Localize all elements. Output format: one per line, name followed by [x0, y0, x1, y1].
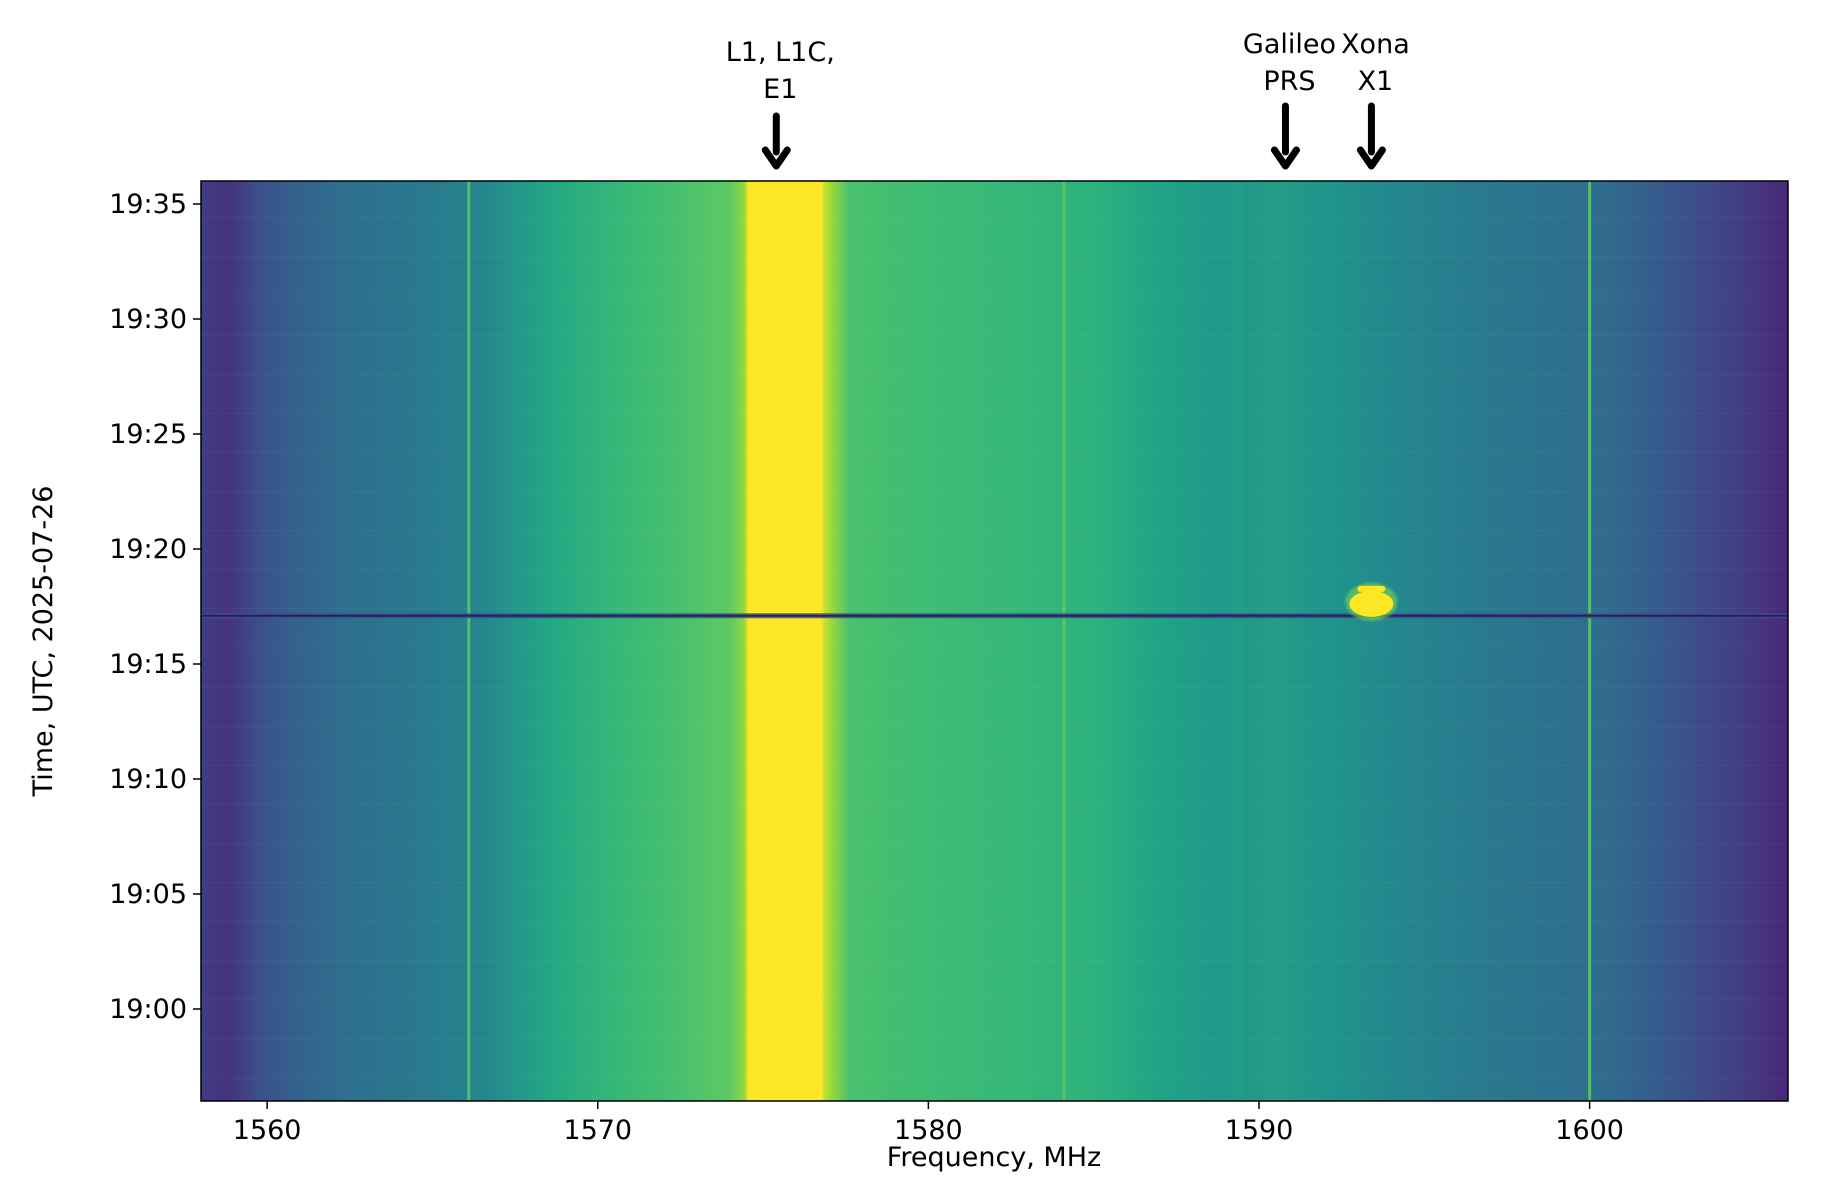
- x-tick-label: 1590: [1225, 1115, 1294, 1146]
- x-tick-label: 1580: [894, 1115, 963, 1146]
- annotation-text: X1: [1358, 66, 1394, 97]
- x-tick-label: 1600: [1555, 1115, 1624, 1146]
- x-tick-label: 1560: [233, 1115, 302, 1146]
- band-1: [1242, 181, 1326, 1101]
- annotation-text: PRS: [1263, 66, 1315, 97]
- annotation-arrow-head: [1356, 146, 1386, 170]
- annotation-text: Galileo: [1243, 29, 1336, 60]
- y-tick-label: 19:35: [109, 189, 187, 220]
- y-tick-label: 19:10: [109, 764, 187, 795]
- y-tick-label: 19:05: [109, 879, 187, 910]
- y-tick-label: 19:20: [109, 534, 187, 565]
- band-0: [746, 181, 823, 1101]
- annotation-arrow-head: [1270, 146, 1300, 170]
- plot-frame: [200, 180, 1789, 1102]
- annotation-0: L1, L1C, E1: [726, 37, 835, 170]
- signal-annotations: L1, L1C, E1 Galileo PRS Xona X1: [726, 29, 1410, 170]
- x-axis-label: Frequency, MHz: [887, 1142, 1101, 1173]
- y-tick-label: 19:25: [109, 419, 187, 450]
- y-tick-label: 19:30: [109, 304, 187, 335]
- x-tick-label: 1570: [563, 1115, 632, 1146]
- annotation-text: Xona: [1341, 29, 1410, 60]
- spectrum-background: [201, 181, 1788, 1101]
- annotation-1: Galileo PRS: [1243, 29, 1336, 170]
- xona-burst: [1345, 582, 1398, 621]
- y-tick-label: 19:00: [109, 994, 187, 1025]
- plot-area: [201, 181, 1788, 1101]
- y-axis-ticks: 19:00 19:05 19:10 19:15 19:20 19:25 19:30 19:35: [109, 189, 201, 1025]
- annotation-text: E1: [763, 74, 797, 105]
- y-tick-label: 19:15: [109, 649, 187, 680]
- y-axis-label: Time, UTC, 2025-07-26: [28, 486, 59, 798]
- spectral-features: [201, 181, 1788, 1101]
- annotation-2: Xona X1: [1341, 29, 1410, 170]
- annotation-arrow-head: [761, 146, 791, 170]
- annotation-text: L1, L1C,: [726, 37, 835, 68]
- x-axis-ticks: 1560 1570 1580 1590 1600: [233, 1101, 1624, 1146]
